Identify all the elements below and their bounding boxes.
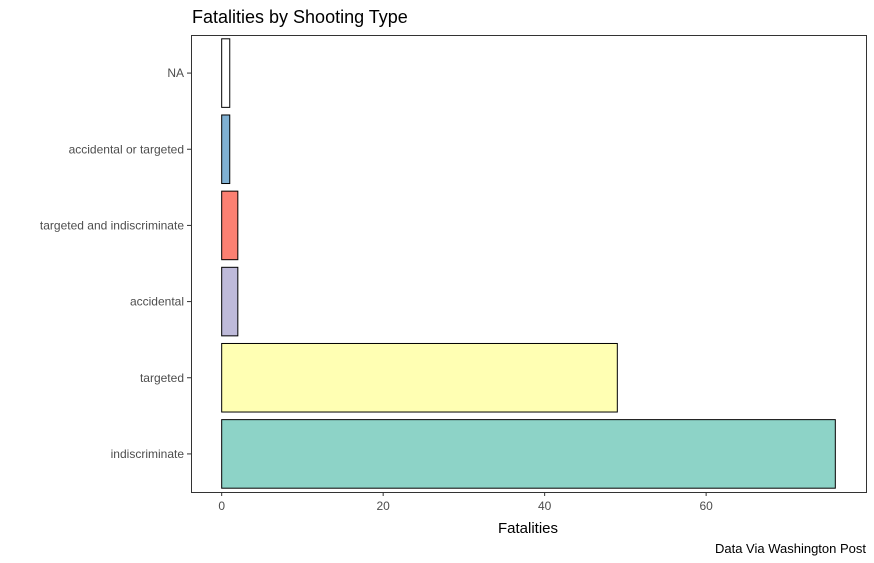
- bars: [221, 38, 836, 489]
- bar-targeted: [221, 342, 618, 413]
- x-tick-label: 40: [538, 499, 552, 513]
- x-tick-label: 20: [376, 499, 390, 513]
- x-axis: 0 20 40 60: [218, 492, 713, 513]
- bar-targeted-and-indiscriminate: [221, 190, 239, 261]
- x-axis-title: Fatalities: [498, 520, 558, 537]
- plot-panel: [191, 35, 867, 493]
- y-tick-label: accidental: [130, 295, 184, 309]
- y-tick-label: accidental or targeted: [69, 142, 184, 156]
- chart-caption: Data Via Washington Post: [715, 541, 866, 556]
- x-tick-label: 0: [218, 499, 225, 513]
- y-axis: NA accidental or targeted targeted and ind…: [40, 66, 191, 461]
- y-tick-label: NA: [167, 66, 184, 80]
- x-tick-label: 60: [699, 499, 713, 513]
- bar-accidental: [221, 266, 239, 337]
- bar-indiscriminate: [221, 419, 836, 489]
- bar-accidental-or-targeted: [221, 114, 231, 185]
- chart-title: Fatalities by Shooting Type: [192, 7, 408, 27]
- bar-na: [221, 38, 231, 108]
- y-tick-label: targeted and indiscriminate: [40, 218, 184, 232]
- y-tick-label: targeted: [140, 371, 184, 385]
- y-tick-label: indiscriminate: [111, 447, 185, 461]
